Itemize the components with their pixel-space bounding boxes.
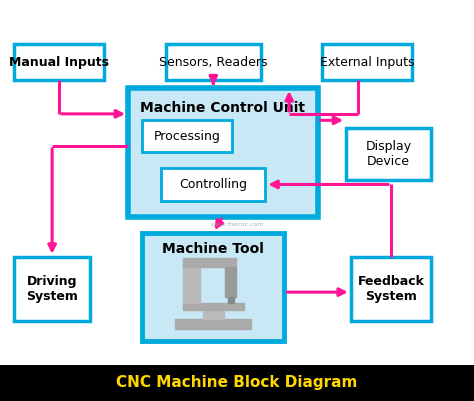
Text: Driving
System: Driving System xyxy=(26,275,78,303)
FancyBboxPatch shape xyxy=(351,257,431,321)
Text: Machine Tool: Machine Tool xyxy=(163,242,264,255)
FancyBboxPatch shape xyxy=(183,267,200,303)
Text: Controlling: Controlling xyxy=(179,178,247,191)
FancyBboxPatch shape xyxy=(183,258,236,267)
FancyBboxPatch shape xyxy=(228,297,234,303)
FancyBboxPatch shape xyxy=(142,233,284,341)
Text: Machine Control Unit: Machine Control Unit xyxy=(140,101,305,115)
FancyBboxPatch shape xyxy=(183,302,244,310)
FancyBboxPatch shape xyxy=(161,168,265,200)
Text: Processing: Processing xyxy=(154,130,221,143)
Text: Manual Inputs: Manual Inputs xyxy=(9,56,109,69)
FancyBboxPatch shape xyxy=(322,44,412,80)
FancyBboxPatch shape xyxy=(128,88,318,217)
Text: Display
Device: Display Device xyxy=(365,140,412,168)
FancyBboxPatch shape xyxy=(142,120,232,152)
Text: External Inputs: External Inputs xyxy=(320,56,415,69)
FancyBboxPatch shape xyxy=(0,365,474,401)
Text: Sensors, Readers: Sensors, Readers xyxy=(159,56,267,69)
FancyBboxPatch shape xyxy=(346,128,431,180)
FancyBboxPatch shape xyxy=(175,318,251,329)
FancyBboxPatch shape xyxy=(14,44,104,80)
FancyBboxPatch shape xyxy=(203,310,224,318)
Text: www.thecnc.com: www.thecnc.com xyxy=(210,222,264,227)
FancyBboxPatch shape xyxy=(166,44,261,80)
Text: CNC Machine Block Diagram: CNC Machine Block Diagram xyxy=(116,375,358,391)
FancyBboxPatch shape xyxy=(226,267,236,297)
Text: Feedback
System: Feedback System xyxy=(357,275,425,303)
FancyBboxPatch shape xyxy=(14,257,90,321)
